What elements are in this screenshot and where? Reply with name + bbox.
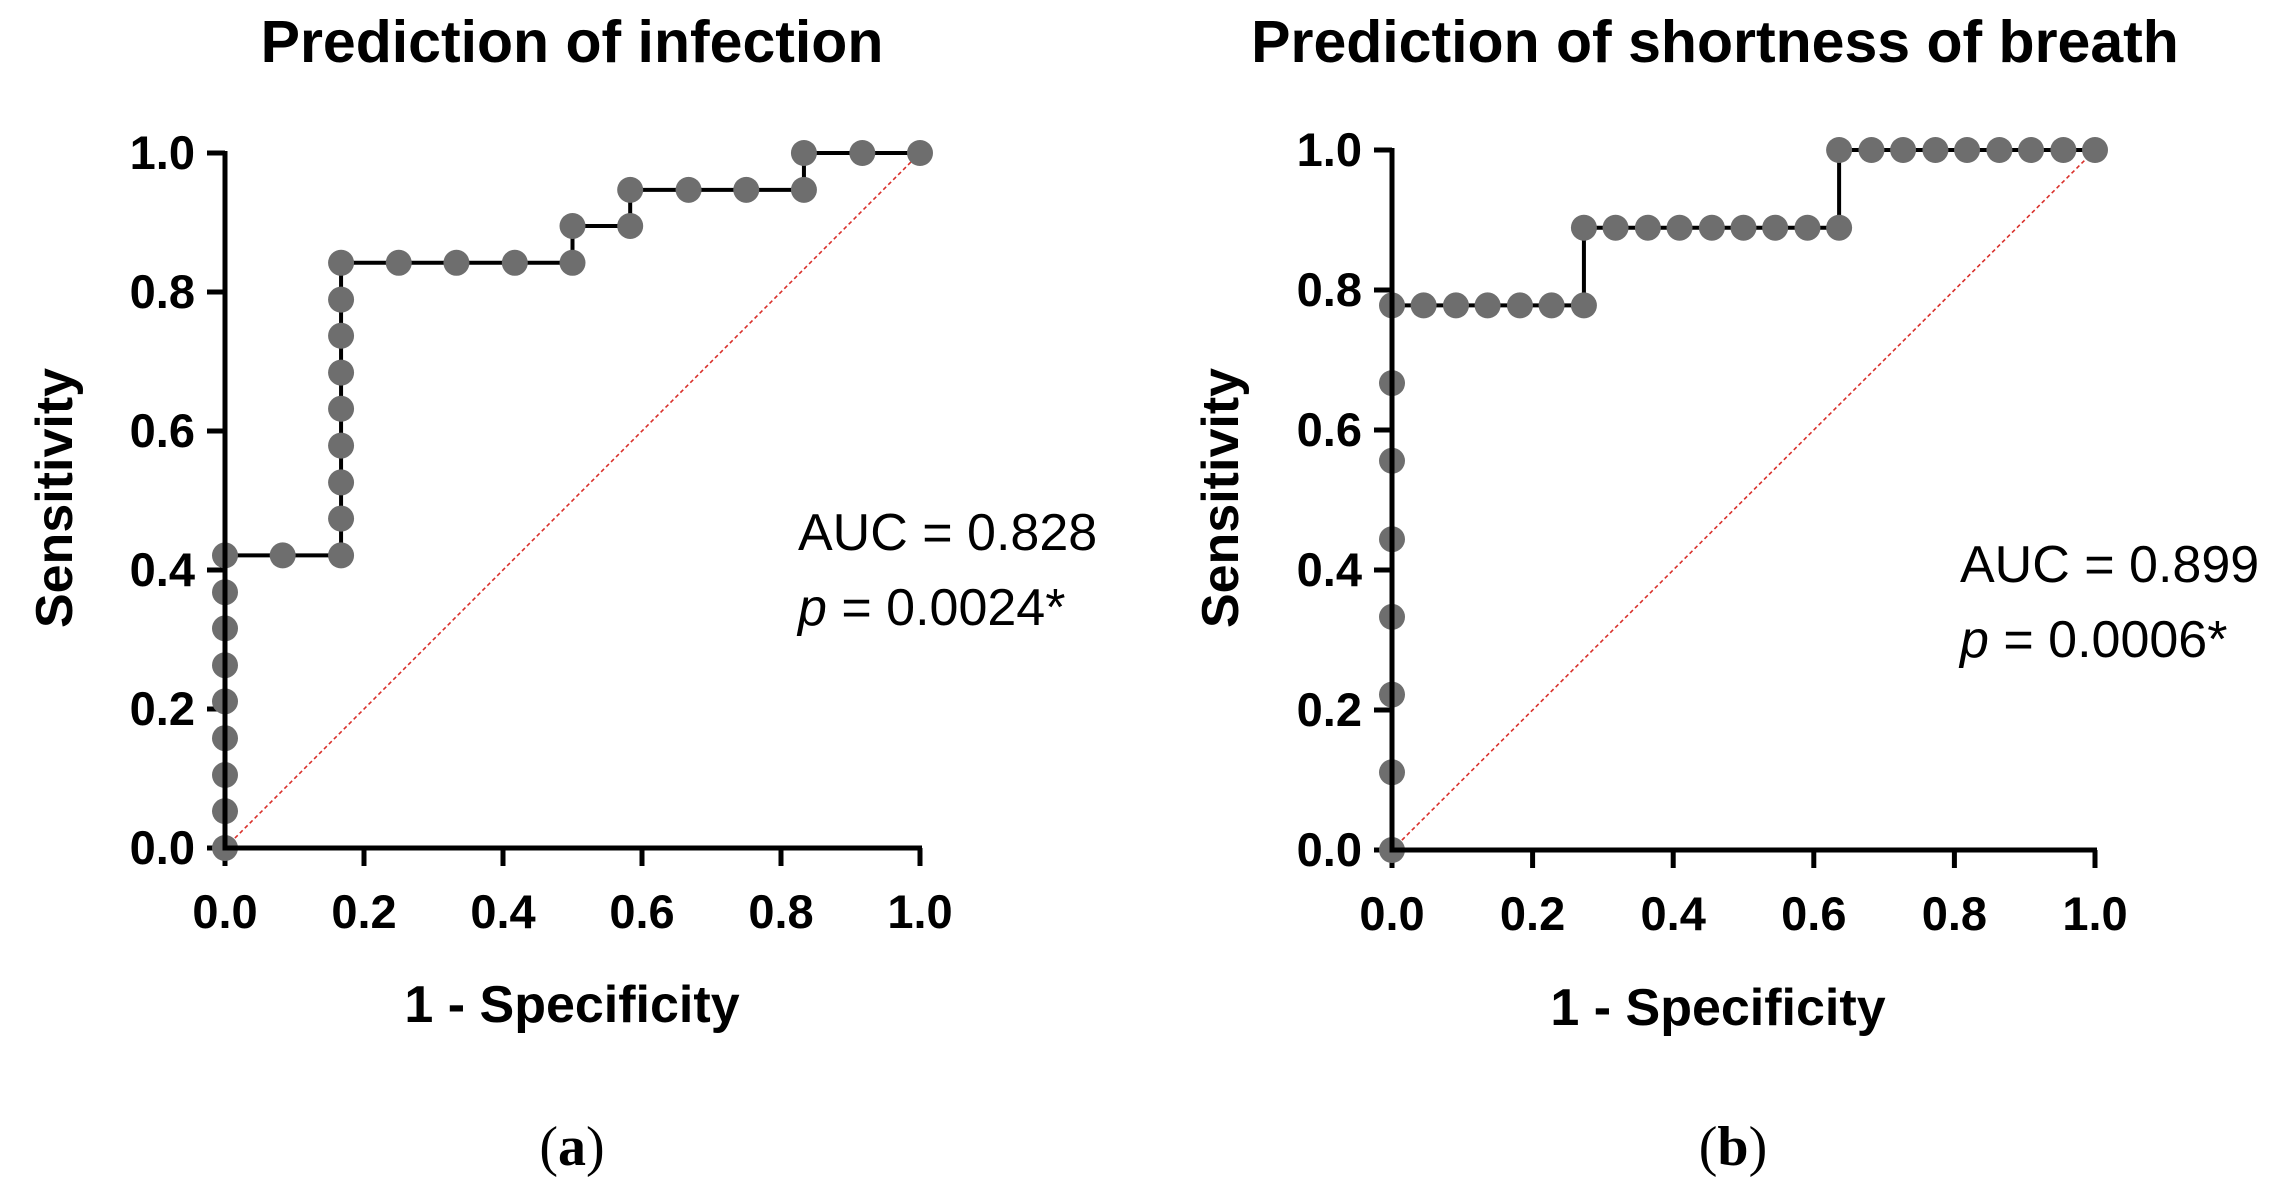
y-tick-label: 0.2: [130, 682, 195, 735]
roc-point: [1986, 137, 2013, 163]
chart-title: Prediction of infection: [261, 9, 884, 75]
roc-point: [1570, 292, 1597, 319]
x-tick-label: 0.6: [609, 885, 674, 938]
roc-point: [1954, 137, 1981, 163]
roc-point: [328, 432, 355, 459]
roc-point: [1922, 137, 1949, 163]
x-axis-label: 1 - Specificity: [404, 976, 739, 1034]
roc-point: [1794, 214, 1821, 241]
x-tick-label: 0.8: [748, 885, 813, 938]
y-tick-label: 0.4: [1297, 543, 1362, 596]
y-tick-label: 0.6: [1297, 403, 1362, 456]
roc-point: [675, 176, 702, 203]
roc-point: [849, 140, 876, 166]
roc-point: [1890, 137, 1917, 163]
x-tick-label: 0.8: [1922, 887, 1987, 940]
roc-point: [790, 140, 817, 166]
x-tick-label: 0.2: [1500, 887, 1565, 940]
roc-point: [1698, 214, 1725, 241]
roc-point: [328, 322, 355, 349]
x-tick-label: 1.0: [2062, 887, 2127, 940]
roc-point: [2018, 137, 2045, 163]
roc-point: [1538, 292, 1565, 319]
p-value-annotation: p = 0.0006*: [1958, 611, 2227, 669]
p-value-annotation: p = 0.0024*: [796, 579, 1065, 637]
roc-point: [559, 249, 586, 276]
roc-points: [1379, 137, 2108, 863]
roc-point: [559, 212, 586, 239]
roc-point: [1826, 214, 1853, 241]
roc-point: [501, 249, 528, 276]
reference-diagonal-line: [1391, 149, 2096, 851]
roc-point: [1634, 214, 1661, 241]
x-tick-label: 0.4: [1641, 887, 1706, 940]
y-tick-label: 1.0: [130, 126, 195, 179]
auc-annotation: AUC = 0.828: [798, 504, 1097, 562]
x-tick-label: 0.4: [470, 885, 535, 938]
roc-point: [733, 176, 760, 203]
roc-point: [328, 395, 355, 422]
x-axis-label: 1 - Specificity: [1550, 979, 1885, 1037]
roc-point: [1826, 137, 1853, 163]
axis-frame: [222, 151, 922, 851]
auc-annotation: AUC = 0.899: [1960, 536, 2259, 594]
roc-point: [1666, 214, 1693, 241]
y-tick-label: 1.0: [1297, 123, 1362, 176]
roc-point: [1442, 292, 1469, 319]
x-tick-label: 0.0: [1359, 887, 1424, 940]
roc-point: [328, 359, 355, 386]
chart-infection: Prediction of infection Sensitivity 1 - …: [26, 9, 1097, 1178]
roc-point: [443, 249, 470, 276]
roc-point: [1762, 214, 1789, 241]
roc-point: [328, 286, 355, 313]
axis-frame: [1389, 148, 2097, 853]
x-tick-label: 1.0: [887, 885, 952, 938]
roc-point: [1858, 137, 1885, 163]
roc-point: [1410, 292, 1437, 319]
roc-point: [385, 249, 412, 276]
roc-point: [2082, 137, 2108, 163]
chart-shortness-of-breath: Prediction of shortness of breath Sensit…: [1192, 9, 2259, 1178]
y-tick-label: 0.4: [130, 543, 195, 596]
x-tick-label: 0.2: [331, 885, 396, 938]
roc-point: [1474, 292, 1501, 319]
y-tick-label: 0.2: [1297, 683, 1362, 736]
roc-point: [790, 176, 817, 203]
roc-point: [269, 542, 296, 569]
x-tick-label: 0.6: [1781, 887, 1846, 940]
roc-point: [1730, 214, 1757, 241]
roc-point: [328, 469, 355, 496]
y-tick-label: 0.8: [1297, 263, 1362, 316]
y-tick-label: 0.6: [130, 404, 195, 457]
roc-point: [1506, 292, 1533, 319]
roc-point: [2050, 137, 2077, 163]
y-axis-label: Sensitivity: [26, 368, 84, 628]
y-tick-label: 0.0: [1297, 823, 1362, 876]
axis-ticks: 0.0 0.2 0.4 0.6 0.8 1.0 0.0 0.2 0.4 0.6 0.8 1.0: [130, 126, 953, 938]
roc-point: [328, 249, 355, 276]
roc-point: [328, 542, 355, 569]
y-axis-label: Sensitivity: [1192, 368, 1250, 628]
roc-point: [328, 505, 355, 532]
y-tick-label: 0.0: [130, 821, 195, 874]
panel-label: (a): [539, 1116, 604, 1178]
roc-point: [617, 176, 644, 203]
roc-point: [1570, 214, 1597, 241]
panel-label: (b): [1699, 1116, 1767, 1178]
chart-title: Prediction of shortness of breath: [1251, 9, 2179, 75]
roc-point: [1602, 214, 1629, 241]
y-tick-label: 0.8: [130, 265, 195, 318]
roc-point: [907, 140, 933, 166]
roc-point: [617, 212, 644, 239]
axis-ticks: 0.0 0.2 0.4 0.6 0.8 1.0 0.0 0.2 0.4 0.6 0.8 1.0: [1297, 123, 2128, 940]
reference-diagonal-line: [224, 152, 921, 849]
x-tick-label: 0.0: [192, 885, 257, 938]
